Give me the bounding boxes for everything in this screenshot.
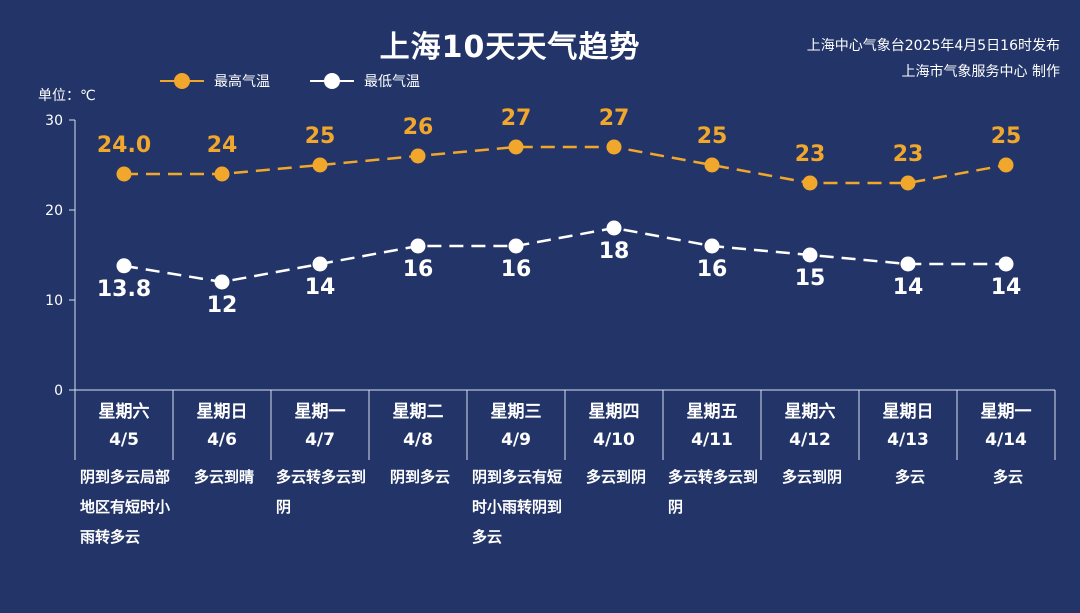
weather-description: 多云到晴 xyxy=(193,468,254,486)
day-cell: 星期四 4/10 xyxy=(565,398,663,460)
weather-description: 多云到阴 xyxy=(781,468,842,486)
high-temp-label: 26 xyxy=(403,115,434,140)
date-label: 4/13 xyxy=(887,430,929,450)
low-temp-point xyxy=(116,258,132,274)
high-temp-point xyxy=(606,139,622,155)
low-temp-label: 16 xyxy=(697,257,728,282)
y-tick-label: 10 xyxy=(45,293,63,309)
publisher-info: 上海中心气象台2025年4月5日16时发布 上海市气象服务中心 制作 xyxy=(640,33,1060,85)
weekday-label: 星期日 xyxy=(882,402,934,422)
low-temp-label: 14 xyxy=(893,275,924,300)
legend-low-swatch xyxy=(310,70,354,92)
publisher-line-1: 上海中心气象台2025年4月5日16时发布 xyxy=(806,38,1060,54)
weather-description: 多云到阴 xyxy=(585,468,646,486)
weekday-label: 星期五 xyxy=(686,402,738,422)
high-temp-point xyxy=(704,157,720,173)
day-cell: 星期一 4/14 xyxy=(957,398,1055,460)
low-temp-label: 13.8 xyxy=(97,277,151,302)
date-label: 4/11 xyxy=(691,430,733,450)
day-cell: 星期日 4/13 xyxy=(859,398,957,460)
high-temp-point xyxy=(116,166,132,182)
date-label: 4/14 xyxy=(985,430,1027,450)
low-temp-label: 16 xyxy=(403,257,434,282)
weather-description: 阴到多云 xyxy=(389,468,450,486)
low-temp-point xyxy=(410,238,426,254)
low-temp-point xyxy=(704,238,720,254)
weekday-label: 星期二 xyxy=(392,402,444,422)
high-temp-point xyxy=(410,148,426,164)
low-temp-label: 18 xyxy=(599,239,630,264)
low-temp-label: 15 xyxy=(795,266,826,291)
day-cell: 星期三 4/9 xyxy=(467,398,565,460)
unit-label: 单位：℃ xyxy=(38,88,96,104)
low-temp-label: 14 xyxy=(991,275,1022,300)
weekday-label: 星期四 xyxy=(588,402,640,422)
date-label: 4/5 xyxy=(109,430,139,450)
legend-low[interactable]: 最低气温 xyxy=(310,70,420,92)
low-temp-point xyxy=(900,256,916,272)
weather-description: 多云 xyxy=(992,468,1023,486)
day-cell: 星期五 4/11 xyxy=(663,398,761,460)
chart-title: 上海10天天气趋势 xyxy=(379,30,641,65)
high-temp-point xyxy=(900,175,916,191)
high-temp-point xyxy=(802,175,818,191)
date-label: 4/12 xyxy=(789,430,831,450)
low-temp-point xyxy=(606,220,622,236)
date-label: 4/9 xyxy=(501,430,531,450)
high-temp-label: 23 xyxy=(893,142,924,167)
high-temp-point xyxy=(214,166,230,182)
low-temp-label: 16 xyxy=(501,257,532,282)
date-label: 4/8 xyxy=(403,430,433,450)
high-temp-label: 27 xyxy=(501,106,532,131)
publisher-line-2: 上海市气象服务中心 制作 xyxy=(901,64,1060,80)
date-label: 4/7 xyxy=(305,430,335,450)
weather-description: 多云转多云到阴 xyxy=(668,468,759,516)
legend-high[interactable]: 最高气温 xyxy=(160,70,270,92)
low-temp-label: 12 xyxy=(207,293,238,318)
high-temp-label: 25 xyxy=(305,124,336,149)
legend-high-swatch xyxy=(160,70,204,92)
legend-high-label: 最高气温 xyxy=(214,74,270,90)
weekday-label: 星期三 xyxy=(490,402,542,422)
high-temp-point xyxy=(312,157,328,173)
day-cell: 星期日 4/6 xyxy=(173,398,271,460)
y-tick-label: 20 xyxy=(45,203,63,219)
day-cell: 星期六 4/12 xyxy=(761,398,859,460)
legend-low-label: 最低气温 xyxy=(364,74,420,90)
weather-description: 阴到多云有短时小雨转阴到多云 xyxy=(472,468,563,546)
low-temp-line xyxy=(123,226,1006,284)
weekday-label: 星期六 xyxy=(98,402,150,422)
day-cell: 星期六 4/5 xyxy=(75,398,173,460)
high-temp-label: 24.0 xyxy=(97,133,151,158)
high-temp-label: 27 xyxy=(599,106,630,131)
high-temp-point xyxy=(508,139,524,155)
high-temp-line xyxy=(124,145,1007,185)
high-temp-label: 25 xyxy=(991,124,1022,149)
day-cell: 星期一 4/7 xyxy=(271,398,369,460)
low-temp-point xyxy=(508,238,524,254)
date-label: 4/6 xyxy=(207,430,237,450)
day-cell: 星期二 4/8 xyxy=(369,398,467,460)
weather-description: 阴到多云局部地区有短时小雨转多云 xyxy=(80,468,171,546)
date-label: 4/10 xyxy=(593,430,635,450)
low-temp-point xyxy=(312,256,328,272)
weather-description: 多云 xyxy=(894,468,925,486)
weather-description: 多云转多云到阴 xyxy=(276,468,367,516)
high-temp-label: 25 xyxy=(697,124,728,149)
high-temp-label: 24 xyxy=(207,133,238,158)
low-temp-point xyxy=(802,247,818,263)
weekday-label: 星期六 xyxy=(784,402,836,422)
y-tick-label: 30 xyxy=(45,113,63,129)
weekday-label: 星期日 xyxy=(196,402,248,422)
weekday-label: 星期一 xyxy=(980,402,1032,422)
high-temp-label: 23 xyxy=(795,142,826,167)
weekday-label: 星期一 xyxy=(294,402,346,422)
low-temp-point xyxy=(998,256,1014,272)
low-temp-point xyxy=(214,274,230,290)
low-temp-label: 14 xyxy=(305,275,336,300)
high-temp-point xyxy=(998,157,1014,173)
y-tick-label: 0 xyxy=(54,383,63,399)
